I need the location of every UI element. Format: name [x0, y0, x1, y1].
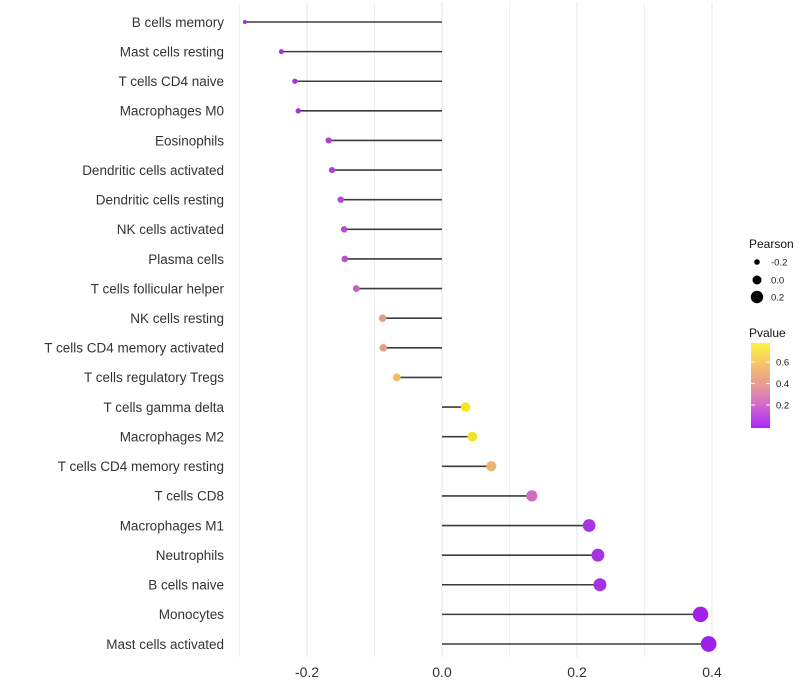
y-axis-label: NK cells resting: [130, 311, 224, 326]
legend-size-label: -0.2: [771, 258, 787, 269]
y-axis-label: T cells CD4 memory resting: [58, 459, 224, 474]
x-axis-tick-label: 0.0: [432, 664, 452, 680]
legend-colorbar: [751, 343, 770, 428]
y-axis-label: T cells follicular helper: [91, 281, 225, 296]
y-axis-label: Macrophages M1: [120, 518, 224, 533]
y-axis-label: B cells naive: [148, 578, 224, 593]
dot: [378, 314, 387, 322]
y-axis-label: Neutrophils: [156, 548, 225, 563]
y-axis-label: Monocytes: [159, 607, 225, 622]
dot: [593, 578, 607, 592]
dot: [328, 166, 336, 174]
legend-size-label: 0.2: [771, 293, 784, 304]
legend-colorbar-tick-label: 0.2: [776, 401, 789, 412]
y-axis-label: T cells gamma delta: [103, 400, 224, 415]
dot: [352, 285, 360, 292]
y-axis-label: T cells CD4 naive: [118, 74, 224, 89]
legend-size-dot: [754, 259, 760, 265]
x-axis-tick-label: 0.2: [567, 664, 587, 680]
dot: [242, 19, 247, 25]
y-axis-label: Dendritic cells activated: [82, 163, 224, 178]
dot: [467, 431, 478, 442]
pvalue-legend-title: Pvalue: [749, 326, 786, 340]
dot: [278, 49, 284, 55]
x-axis-tick-label: 0.4: [702, 664, 722, 680]
dot: [582, 519, 596, 532]
dot: [460, 402, 471, 412]
dot: [591, 548, 605, 562]
legend-colorbar-tick-label: 0.4: [776, 379, 789, 390]
y-axis-label: Plasma cells: [148, 252, 224, 267]
y-axis-label: Macrophages M2: [120, 429, 224, 444]
legend-size-dot: [752, 275, 762, 285]
dot: [295, 108, 301, 114]
y-axis-label: Eosinophils: [155, 133, 224, 148]
pearson-legend-title: Pearson: [749, 237, 794, 251]
dot: [341, 255, 349, 263]
dot: [292, 78, 298, 84]
dot: [526, 490, 538, 502]
dot: [692, 606, 709, 623]
y-axis-label: Mast cells resting: [120, 44, 224, 59]
y-axis-label: NK cells activated: [117, 222, 224, 237]
y-axis-label: B cells memory: [132, 15, 225, 30]
y-axis-label: T cells CD8: [154, 489, 224, 504]
dot: [700, 636, 717, 652]
legend-colorbar-tick-label: 0.6: [776, 358, 789, 369]
dot: [392, 373, 401, 382]
x-axis-tick-label: -0.2: [295, 664, 319, 680]
y-axis-label: Mast cells activated: [106, 637, 224, 652]
dot: [337, 196, 344, 203]
dot: [325, 137, 332, 144]
dot: [340, 226, 348, 233]
y-axis-label: T cells regulatory Tregs: [84, 370, 224, 385]
dot: [486, 461, 497, 472]
y-axis-label: T cells CD4 memory activated: [44, 341, 224, 356]
legend-size-dot: [750, 290, 764, 304]
y-axis-label: Dendritic cells resting: [96, 193, 224, 208]
dot: [379, 344, 388, 352]
y-axis-label: Macrophages M0: [120, 104, 224, 119]
legend-size-label: 0.0: [771, 276, 784, 287]
